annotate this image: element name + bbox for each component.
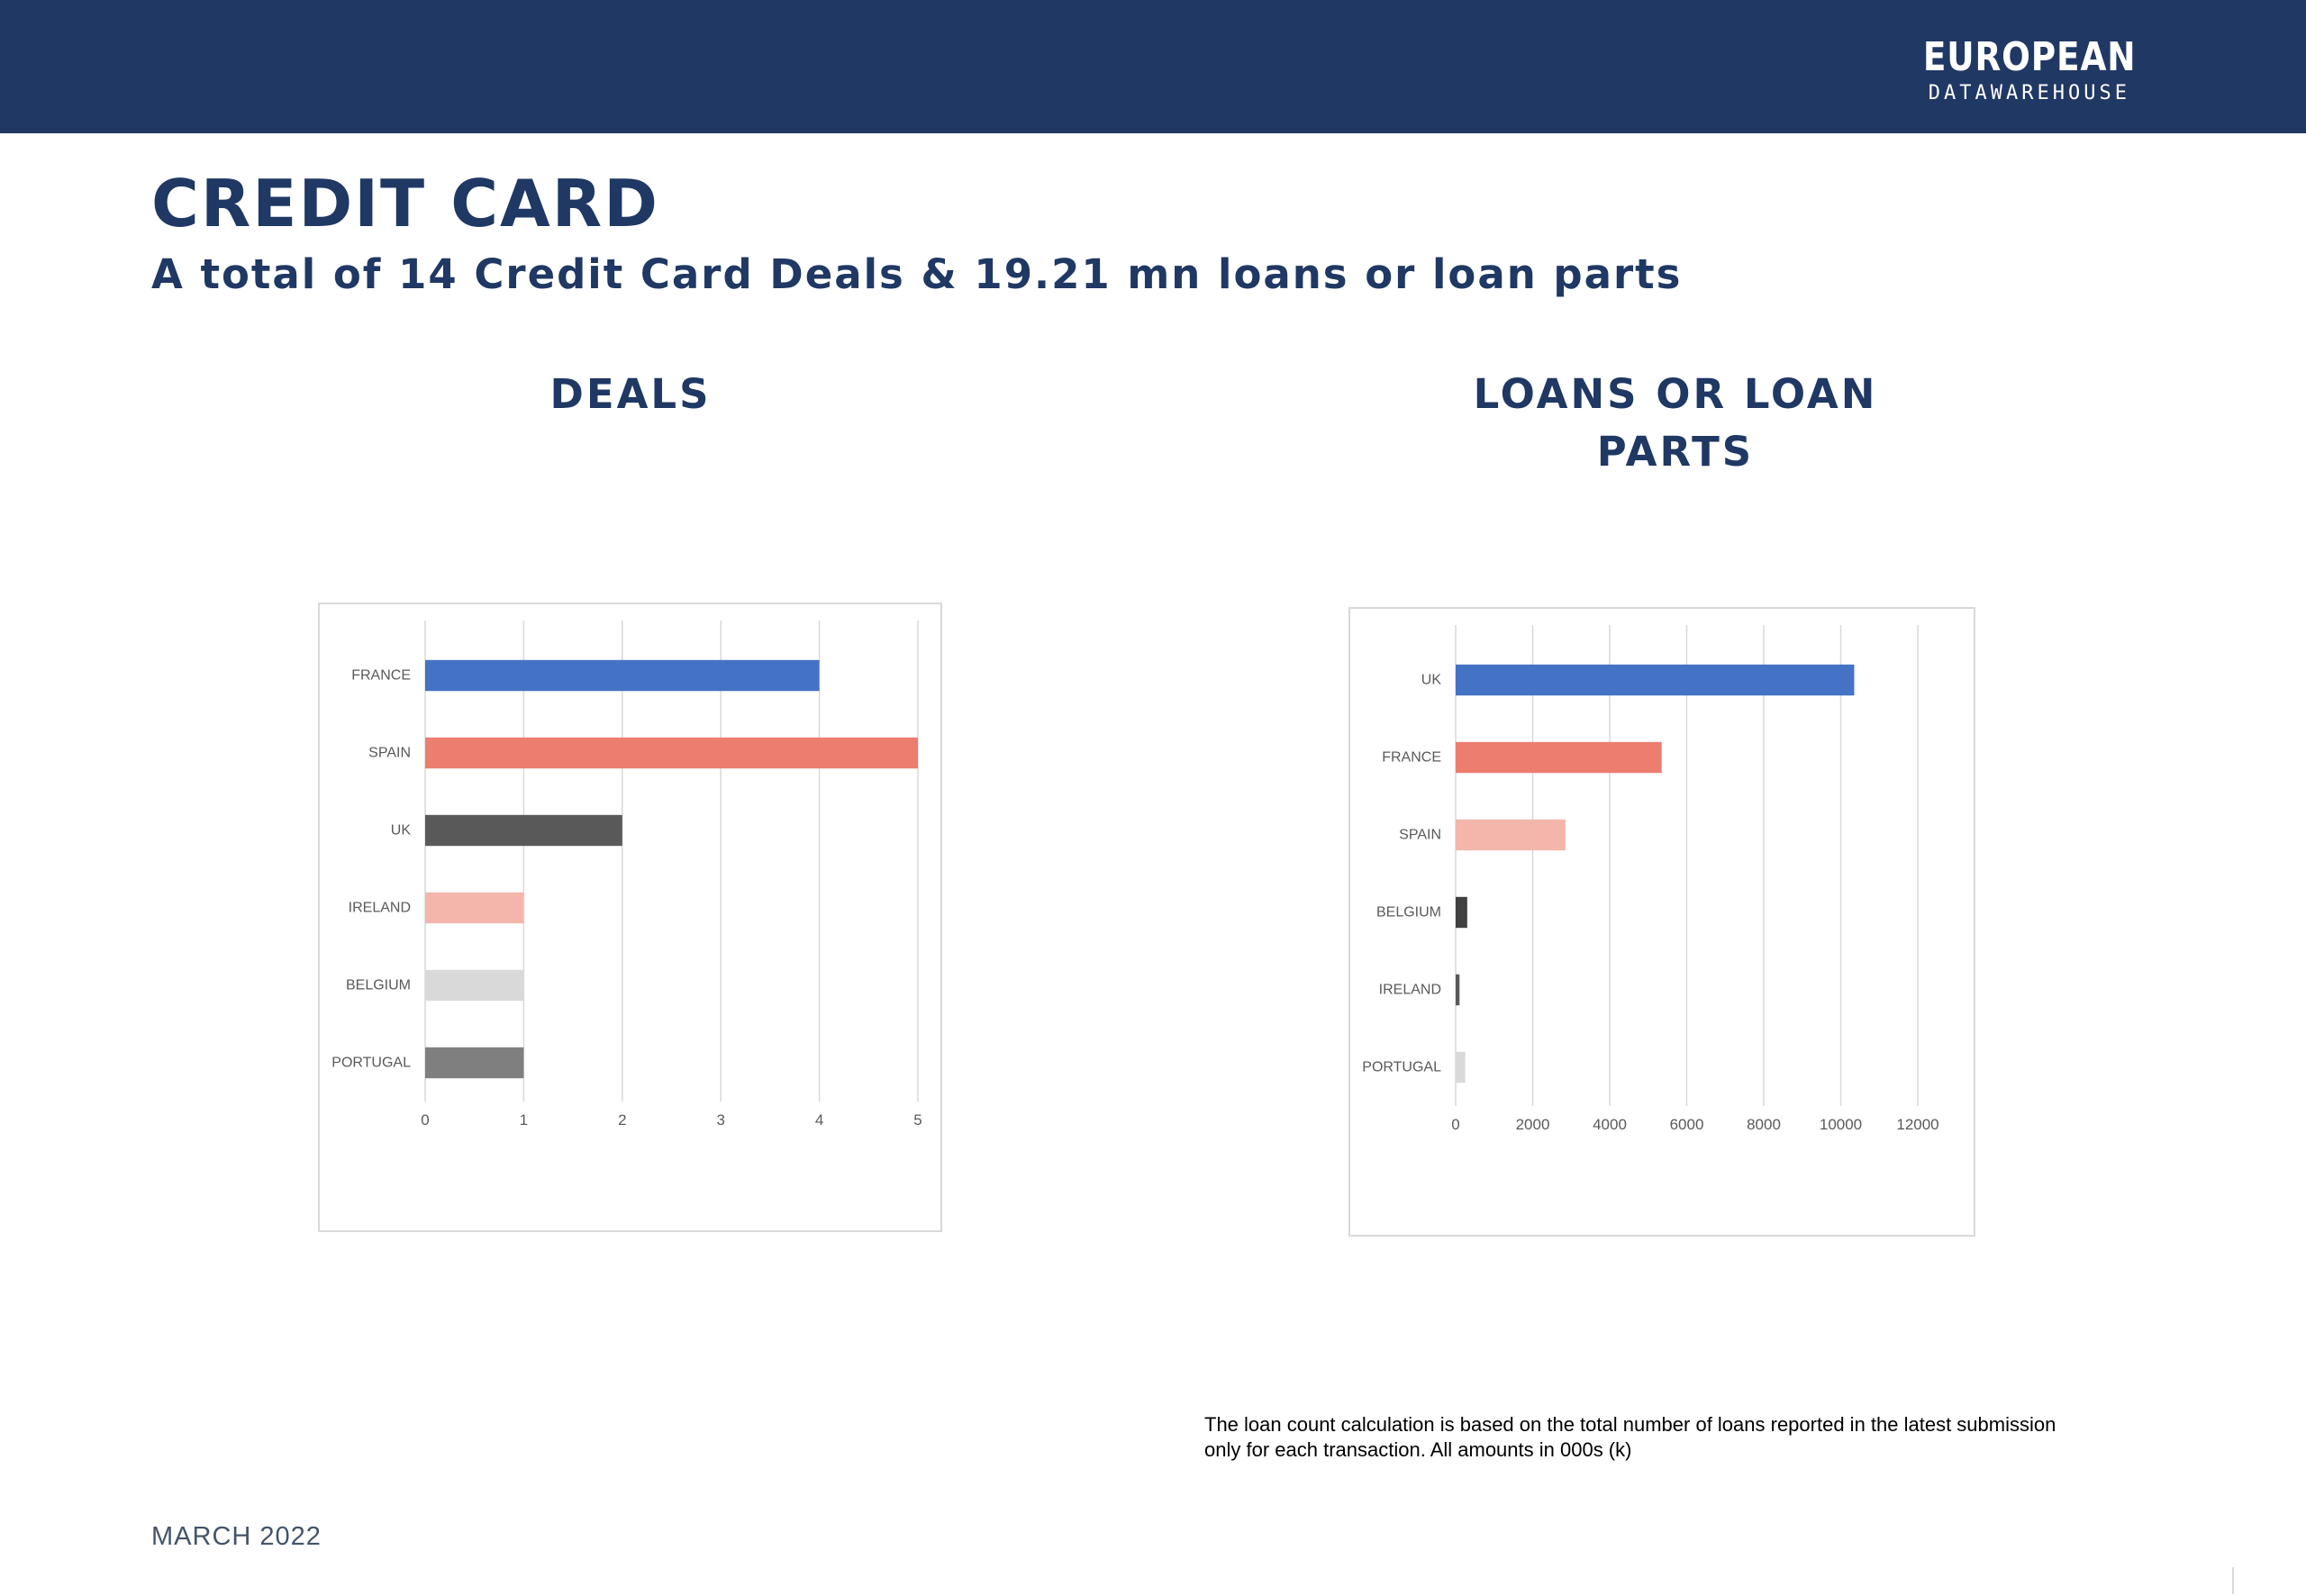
loans-chart: UK FRANCE SPAIN BELGIUM IRELAND PORTUGAL 0 2000…	[1348, 607, 1975, 1237]
deals-bar-ireland	[425, 892, 524, 924]
deals-category-label: BELGIUM	[346, 978, 411, 993]
corner-divider	[2232, 1567, 2234, 1594]
deals-category-label: FRANCE	[351, 668, 411, 684]
summary-suffix: mn loans or loan parts	[1127, 250, 1683, 298]
loans-bar-belgium	[1456, 896, 1467, 929]
loans-chart-svg: UK FRANCE SPAIN BELGIUM IRELAND PORTUGAL 0 2000…	[1362, 625, 1939, 1133]
deals-chart: FRANCE SPAIN UK IRELAND BELGIUM PORTUGAL 0 1 2 3 4…	[318, 603, 942, 1232]
loans-bar-uk	[1456, 664, 1855, 696]
header-bar: EUROPEAN DATAWAREHOUSE	[0, 0, 2306, 133]
logo-line2: DATAWAREHOUSE	[1928, 82, 2130, 104]
loans-category-label: BELGIUM	[1376, 905, 1441, 920]
loans-tick-label: 8000	[1747, 1116, 1781, 1133]
summary-loans-count: 19.21	[974, 250, 1112, 298]
loans-tick-label: 12000	[1896, 1116, 1938, 1133]
european-datawarehouse-logo: EUROPEAN DATAWAREHOUSE	[1904, 34, 2155, 104]
loans-tick-label: 10000	[1820, 1116, 1862, 1133]
deals-chart-svg: FRANCE SPAIN UK IRELAND BELGIUM PORTUGAL 0 1 2 3 4…	[331, 621, 922, 1129]
loans-category-label: SPAIN	[1399, 828, 1441, 843]
loans-category-label: UK	[1421, 673, 1442, 688]
deals-bar-portugal	[425, 1047, 524, 1079]
deals-bar-france	[425, 659, 820, 692]
deals-tick-label: 4	[815, 1111, 823, 1129]
page-title: CREDIT CARD	[151, 166, 659, 241]
loan-count-note: The loan count calculation is based on t…	[1204, 1413, 2056, 1461]
deals-tick-label: 0	[421, 1111, 429, 1129]
footer-date: MARCH 2022	[151, 1522, 322, 1551]
deals-bar-spain	[425, 737, 918, 769]
deals-category-label: IRELAND	[349, 901, 411, 916]
loans-tick-label: 2000	[1516, 1116, 1550, 1133]
loans-category-label: FRANCE	[1382, 750, 1441, 766]
loans-tick-label: 0	[1451, 1116, 1459, 1133]
deals-category-label: UK	[391, 823, 412, 839]
deals-category-label: PORTUGAL	[331, 1056, 411, 1071]
loans-bar-france	[1456, 741, 1662, 774]
loans-bar-ireland	[1456, 974, 1460, 1006]
summary-deals-count: 14	[398, 250, 458, 298]
loans-chart-title-line1: LOANS OR LOAN	[1473, 370, 1878, 418]
loans-tick-label: 4000	[1593, 1116, 1627, 1133]
loans-bar-portugal	[1456, 1051, 1466, 1084]
deals-tick-label: 2	[618, 1111, 626, 1129]
deals-category-label: SPAIN	[368, 746, 411, 761]
deals-bar-uk	[425, 814, 622, 847]
logo-line1: EUROPEAN	[1922, 34, 2137, 80]
loans-chart-title-line2: PARTS	[1596, 428, 1755, 476]
loans-chart-title: LOANS OR LOAN PARTS	[1405, 366, 1946, 481]
deals-tick-label: 5	[913, 1111, 921, 1129]
summary-prefix: A total of	[151, 250, 383, 298]
summary-middle: Credit Card Deals &	[474, 250, 958, 298]
deals-bar-belgium	[425, 969, 524, 1002]
deals-tick-label: 1	[520, 1111, 528, 1129]
summary-line: A total of 14 Credit Card Deals & 19.21 …	[151, 250, 1682, 298]
deals-chart-title: DEALS	[549, 370, 712, 418]
loans-tick-label: 6000	[1670, 1116, 1704, 1133]
loans-bar-spain	[1456, 819, 1566, 851]
deals-tick-label: 3	[716, 1111, 724, 1129]
loans-category-label: IRELAND	[1379, 983, 1441, 998]
loans-category-label: PORTUGAL	[1362, 1060, 1441, 1075]
